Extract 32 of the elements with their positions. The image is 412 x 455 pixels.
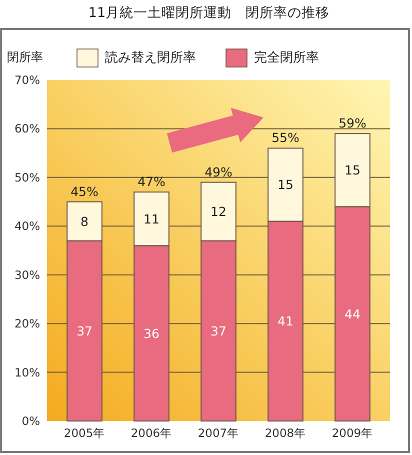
y-axis-title: 閉所率 [7, 50, 43, 64]
y-tick-label: 40% [14, 219, 40, 234]
data-label: 15 [278, 177, 294, 192]
data-label: 12 [210, 204, 226, 220]
legend-label: 読み替え閉所率 [105, 50, 196, 66]
x-tick-label: 2008年 [264, 426, 306, 440]
data-label: 37 [210, 323, 226, 338]
y-tick-label: 60% [14, 122, 40, 136]
y-tick-label: 0% [22, 414, 40, 428]
data-label: 41 [278, 314, 294, 329]
data-label: 37 [76, 323, 92, 338]
data-label: 11 [144, 211, 160, 226]
x-tick-label: 2006年 [130, 426, 172, 440]
y-tick-label: 50% [14, 170, 40, 184]
x-tick-label: 2007年 [198, 426, 240, 440]
data-label: 44 [344, 306, 360, 322]
data-label: 15 [344, 162, 360, 178]
y-tick-label: 10% [14, 365, 40, 380]
y-tick-label: 30% [14, 268, 40, 282]
chart-title: 11月統一土曜閉所運動 閉所率の推移 [88, 5, 330, 21]
y-tick-label: 70% [14, 73, 40, 87]
x-tick-label: 2009年 [332, 426, 374, 440]
data-label: 36 [144, 326, 160, 341]
total-label: 45% [70, 184, 99, 199]
total-label: 59% [338, 116, 366, 131]
total-label: 47% [138, 174, 166, 190]
total-label: 55% [272, 130, 300, 146]
x-tick-label: 2005年 [64, 426, 106, 440]
total-label: 49% [204, 164, 233, 180]
y-tick-label: 20% [14, 316, 40, 331]
legend-label: 完全閉所率 [254, 50, 319, 66]
data-label: 8 [80, 214, 89, 229]
